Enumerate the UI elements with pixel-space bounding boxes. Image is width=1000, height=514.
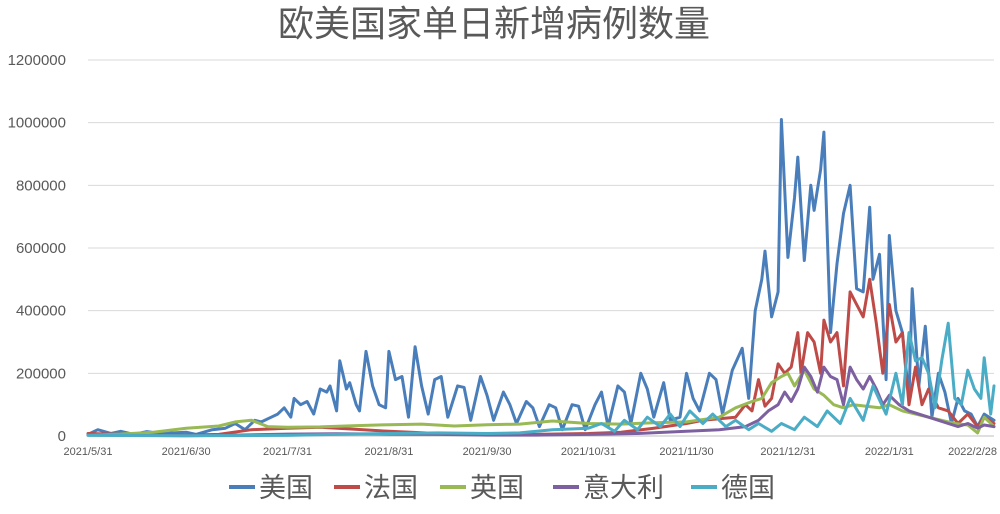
x-tick-label: 2022/2/28	[948, 446, 997, 458]
x-tick-label: 2021/8/31	[364, 446, 413, 458]
series-line-0	[86, 118, 996, 436]
y-tick-label: 1200000	[8, 52, 66, 69]
legend: 美国 法国 英国 意大利 德国	[229, 473, 775, 504]
legend-label: 美国	[259, 473, 313, 504]
series-line-4	[86, 321, 996, 438]
chart-title: 欧美国家单日新增病例数量	[278, 4, 710, 45]
y-axis-ticks: 0 200000 400000 600000 800000 1000000 1200000	[8, 52, 66, 445]
y-tick-label: 400000	[16, 303, 66, 320]
y-tick-label: 0	[58, 428, 66, 445]
series-line-3	[86, 365, 996, 438]
legend-item-4: 德国	[691, 473, 775, 504]
series-line-2	[86, 368, 996, 437]
x-tick-label: 2021/9/30	[463, 446, 512, 458]
legend-item-3: 意大利	[553, 473, 664, 504]
legend-item-1: 法国	[334, 473, 418, 504]
x-tick-label: 2021/5/31	[64, 446, 113, 458]
legend-label: 英国	[470, 473, 524, 504]
y-tick-label: 800000	[16, 177, 66, 194]
y-tick-label: 200000	[16, 365, 66, 382]
x-tick-label: 2021/10/31	[561, 446, 616, 458]
series-lines	[86, 118, 996, 438]
legend-label: 意大利	[583, 473, 664, 504]
y-tick-label: 600000	[16, 240, 66, 257]
y-tick-label: 1000000	[8, 115, 66, 132]
legend-label: 德国	[721, 473, 775, 504]
x-tick-label: 2021/12/31	[760, 446, 815, 458]
gridlines	[88, 59, 994, 437]
legend-item-2: 英国	[440, 473, 524, 504]
x-axis-ticks: 2021/5/31 2021/6/30 2021/7/31 2021/8/31 2021…	[64, 446, 997, 458]
legend-item-0: 美国	[229, 473, 313, 504]
x-tick-label: 2021/11/30	[659, 446, 713, 458]
x-tick-label: 2021/7/31	[263, 446, 312, 458]
x-tick-label: 2022/1/31	[865, 446, 914, 458]
legend-label: 法国	[364, 473, 418, 504]
x-tick-label: 2021/6/30	[162, 446, 211, 458]
